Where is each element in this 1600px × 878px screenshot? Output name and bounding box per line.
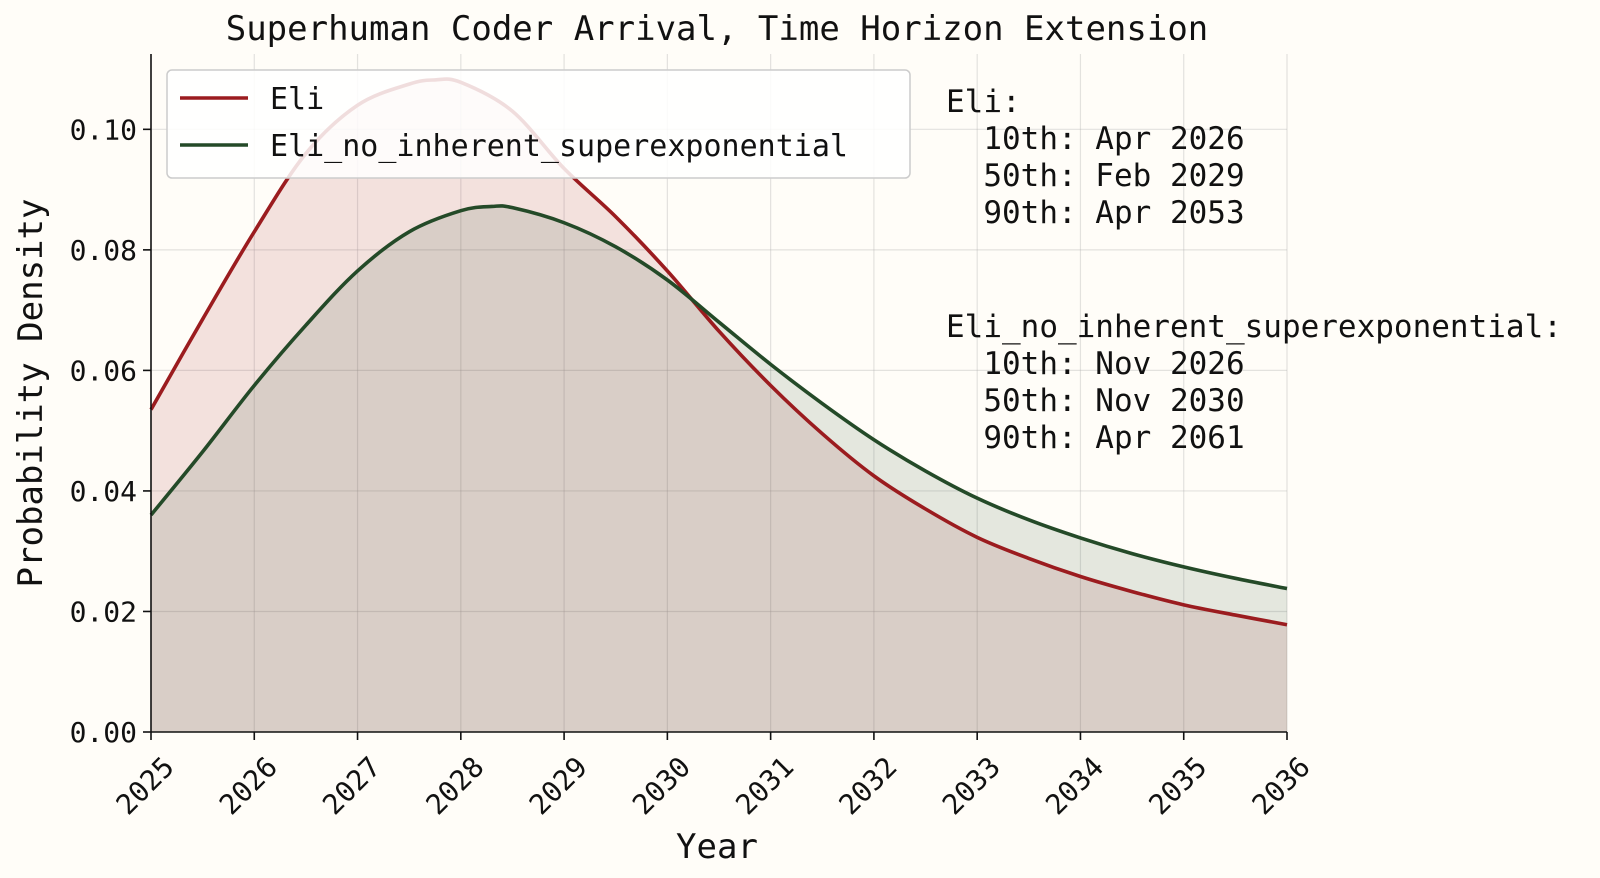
annotation-heading-1: Eli:	[946, 84, 1021, 120]
series-area-fill-1	[151, 79, 1287, 732]
y-tick-label: 0.02	[70, 595, 137, 628]
y-tick-label: 0.00	[70, 716, 137, 749]
x-tick-label: 2026	[213, 750, 284, 821]
x-tick-label: 2031	[729, 750, 800, 821]
annotation-line: 90th: Apr 2053	[946, 195, 1245, 231]
axes	[150, 54, 1287, 733]
x-tick-label: 2034	[1039, 750, 1110, 821]
annotation-line: 10th: Nov 2026	[946, 346, 1245, 382]
series-area-fill-2	[151, 205, 1287, 733]
area-fills	[151, 79, 1287, 733]
annotation-line: 90th: Apr 2061	[946, 420, 1245, 456]
y-tick-label: 0.04	[70, 475, 137, 508]
y-tick-label: 0.10	[70, 113, 137, 146]
legend: Eli Eli_no_inherent_superexponential	[166, 69, 911, 179]
x-axis-label: Year	[676, 827, 758, 867]
annotation-line: 50th: Nov 2030	[946, 383, 1245, 419]
x-tick-label: 2030	[626, 750, 697, 821]
percentile-annotations: Eli: 10th: Apr 2026 50th: Feb 2029 90th:…	[946, 84, 1562, 456]
x-tick-label: 2028	[419, 750, 490, 821]
x-tick-label: 2025	[110, 750, 181, 821]
x-tick-label: 2036	[1246, 750, 1317, 821]
annotation-heading-2: Eli_no_inherent_superexponential:	[946, 309, 1562, 345]
y-tick-label: 0.08	[70, 234, 137, 267]
legend-box	[166, 69, 911, 179]
y-axis-ticks: 0.00 0.02 0.04 0.06 0.08 0.10	[70, 113, 151, 749]
y-axis-label: Probability Density	[11, 199, 51, 588]
legend-label-2: Eli_no_inherent_superexponential	[270, 129, 848, 164]
annotation-line: 50th: Feb 2029	[946, 158, 1245, 194]
annotation-line: 10th: Apr 2026	[946, 121, 1245, 157]
x-axis-ticks: 2025 2026 2027 2028 2029 2030 2031 2032 2033 2034…	[110, 732, 1317, 821]
chart-title: Superhuman Coder Arrival, Time Horizon E…	[226, 9, 1209, 49]
series-line-2	[149, 204, 1288, 591]
x-tick-label: 2033	[936, 750, 1007, 821]
legend-label-1: Eli	[270, 82, 324, 117]
x-tick-label: 2027	[316, 750, 387, 821]
x-tick-label: 2029	[523, 750, 594, 821]
x-tick-label: 2032	[833, 750, 904, 821]
x-tick-label: 2035	[1142, 750, 1213, 821]
y-tick-label: 0.06	[70, 354, 137, 387]
